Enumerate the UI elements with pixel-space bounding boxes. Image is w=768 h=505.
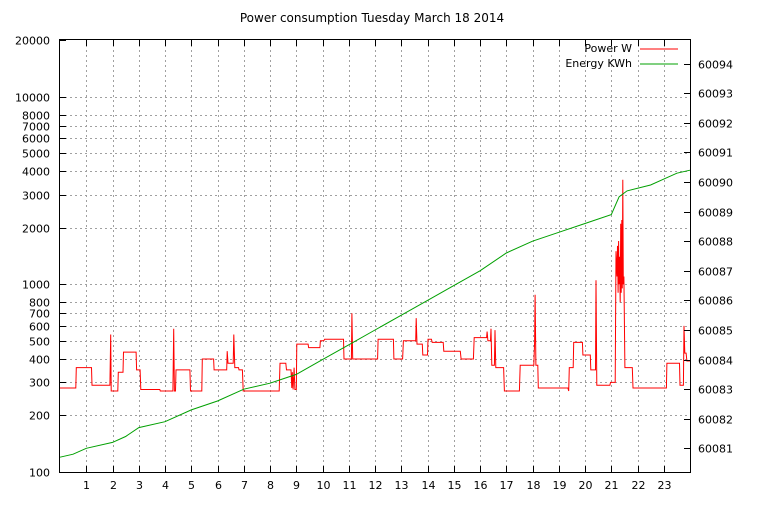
series-line-power-w [60, 179, 690, 392]
y-left-tick-label: 1000 [22, 279, 50, 292]
y-right-tick-label: 60081 [698, 443, 733, 456]
y-right-tick-label: 60083 [698, 384, 733, 397]
y-left-tick-label: 20000 [15, 35, 50, 48]
y-right-tick-label: 60090 [698, 177, 733, 190]
y-right-tick-label: 60085 [698, 325, 733, 338]
y-left-tick-label: 700 [29, 308, 50, 321]
x-tick-label: 16 [474, 479, 488, 492]
x-tick-label: 6 [215, 479, 222, 492]
y-left-tick-label: 400 [29, 354, 50, 367]
x-tick-label: 10 [317, 479, 331, 492]
y-right-tick-label: 60092 [698, 118, 733, 131]
y-right-tick-label: 60089 [698, 207, 733, 220]
chart-title: Power consumption Tuesday March 18 2014 [240, 11, 504, 25]
y-left-tick-label: 300 [29, 377, 50, 390]
y-right-tick-label: 60087 [698, 266, 733, 279]
x-tick-label: 14 [422, 479, 436, 492]
y-left-tick-label: 100 [29, 467, 50, 480]
x-tick-label: 15 [448, 479, 462, 492]
x-tick-label: 12 [369, 479, 383, 492]
y-left-tick-label: 8000 [22, 110, 50, 123]
x-tick-label: 22 [632, 479, 646, 492]
y-left-tick-label: 10000 [15, 92, 50, 105]
x-tick-label: 4 [162, 479, 169, 492]
x-tick-label: 7 [241, 479, 248, 492]
series-layer [59, 169, 691, 458]
y-left-tick-label: 200 [29, 410, 50, 423]
x-tick-label: 21 [605, 479, 619, 492]
x-tick-label: 5 [188, 479, 195, 492]
x-tick-label: 11 [343, 479, 357, 492]
x-tick-label: 13 [395, 479, 409, 492]
y-left-tick-label: 600 [29, 321, 50, 334]
legend-label-power: Power W [584, 42, 632, 55]
x-tick-label: 18 [527, 479, 541, 492]
y-left-tick-label: 6000 [22, 133, 50, 146]
y-right-tick-label: 60082 [698, 414, 733, 427]
x-tick-label: 1 [83, 479, 90, 492]
x-tick-label: 23 [658, 479, 672, 492]
x-tick-label: 20 [579, 479, 593, 492]
y-left-tick-label: 5000 [22, 148, 50, 161]
y-left-tick-label: 7000 [22, 121, 50, 134]
y-left-tick-label: 500 [29, 336, 50, 349]
plot-frame [59, 39, 691, 473]
y-right-tick-label: 60086 [698, 295, 733, 308]
grid [60, 40, 690, 472]
legend: Power W Energy KWh [565, 42, 678, 70]
y-right-tick-label: 60084 [698, 355, 733, 368]
legend-label-energy: Energy KWh [565, 57, 632, 70]
y-right-tick-label: 60093 [698, 88, 733, 101]
x-tick-label: 19 [553, 479, 567, 492]
series-line-energy-kwh [59, 169, 691, 458]
x-tick-label: 2 [110, 479, 117, 492]
y-right-tick-label: 60088 [698, 236, 733, 249]
y-left-tick-label: 800 [29, 297, 50, 310]
x-tick-label: 3 [136, 479, 143, 492]
axis-ticks: 1 2 3 4 5 6 7 8 9 10 11 12 13 14 15 16 17 18 19 20 21 22 23100… [15, 35, 733, 493]
y-left-tick-label: 4000 [22, 166, 50, 179]
x-tick-label: 17 [500, 479, 514, 492]
y-left-tick-label: 2000 [22, 223, 50, 236]
x-tick-label: 8 [267, 479, 274, 492]
y-right-tick-label: 60091 [698, 147, 733, 160]
y-right-tick-label: 60094 [698, 59, 733, 72]
x-tick-label: 9 [293, 479, 300, 492]
y-left-tick-label: 3000 [22, 190, 50, 203]
